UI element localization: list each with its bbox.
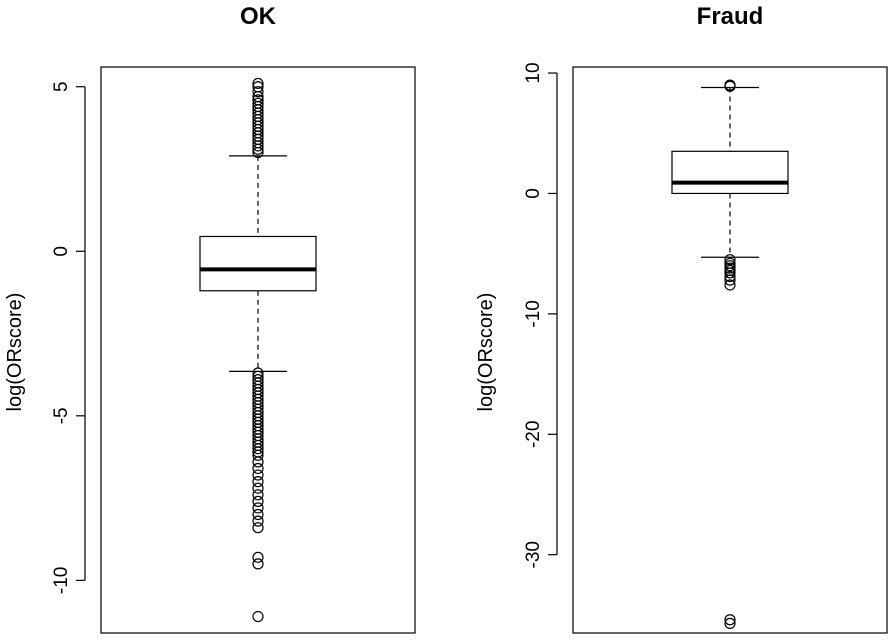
panel-title-fraud: Fraud bbox=[697, 3, 764, 30]
outlier-point bbox=[252, 482, 264, 494]
outlier-point bbox=[252, 456, 264, 468]
outlier-point bbox=[252, 495, 264, 507]
outlier-point bbox=[252, 522, 264, 534]
outlier-point bbox=[724, 617, 736, 629]
outlier-point bbox=[252, 551, 264, 563]
iqr-box bbox=[671, 150, 789, 195]
boxplot-fraud bbox=[671, 79, 789, 629]
outlier-point bbox=[252, 449, 264, 461]
panel-title-ok: OK bbox=[240, 3, 277, 30]
y-axis-label-fraud: log(ORscore) bbox=[475, 293, 497, 412]
y-tick-label: 10 bbox=[523, 62, 544, 83]
y-tick-label: -30 bbox=[523, 541, 544, 568]
outlier-point bbox=[724, 279, 736, 291]
plot-frame-fraud bbox=[572, 66, 888, 634]
y-tick-label: -5 bbox=[51, 407, 72, 424]
outlier-point bbox=[724, 614, 736, 626]
panel-fraud: Fraud log(ORscore) -30 -20 -10 0 10 bbox=[475, 3, 888, 634]
panel-ok: OK log(ORscore) -10 -5 0 5 bbox=[4, 3, 416, 634]
outlier-point bbox=[252, 508, 264, 521]
plot-frame-ok bbox=[100, 66, 416, 634]
y-tick-label: 0 bbox=[523, 188, 544, 199]
outlier-point bbox=[252, 489, 264, 501]
outlier-point bbox=[724, 80, 736, 92]
outlier-point bbox=[252, 558, 264, 570]
y-axis-fraud: -30 -20 -10 0 10 bbox=[523, 62, 558, 568]
y-tick-label: -10 bbox=[523, 300, 544, 327]
outlier-point bbox=[724, 274, 736, 286]
y-axis-label-ok: log(ORscore) bbox=[4, 293, 26, 412]
y-tick-label: 5 bbox=[51, 81, 72, 92]
outlier-point bbox=[252, 77, 264, 90]
y-tick-label: -10 bbox=[51, 567, 72, 594]
y-tick-label: 0 bbox=[51, 246, 72, 257]
outlier-point bbox=[252, 502, 264, 514]
y-tick-label: -20 bbox=[523, 421, 544, 448]
outlier-point bbox=[252, 443, 264, 455]
boxplot-ok bbox=[199, 77, 317, 623]
iqr-box bbox=[199, 235, 317, 292]
outlier-point bbox=[252, 610, 264, 623]
outlier-point bbox=[252, 140, 264, 152]
outlier-point bbox=[252, 146, 264, 159]
outlier-point bbox=[724, 267, 736, 279]
outlier-point bbox=[252, 462, 264, 475]
outlier-point bbox=[252, 86, 264, 98]
outlier-point bbox=[724, 270, 736, 283]
outlier-point bbox=[252, 143, 264, 155]
outlier-point bbox=[252, 515, 264, 527]
outlier-point bbox=[252, 469, 264, 481]
outlier-point bbox=[724, 254, 736, 266]
y-axis-ok: -10 -5 0 5 bbox=[51, 81, 86, 594]
outlier-point bbox=[252, 476, 264, 488]
